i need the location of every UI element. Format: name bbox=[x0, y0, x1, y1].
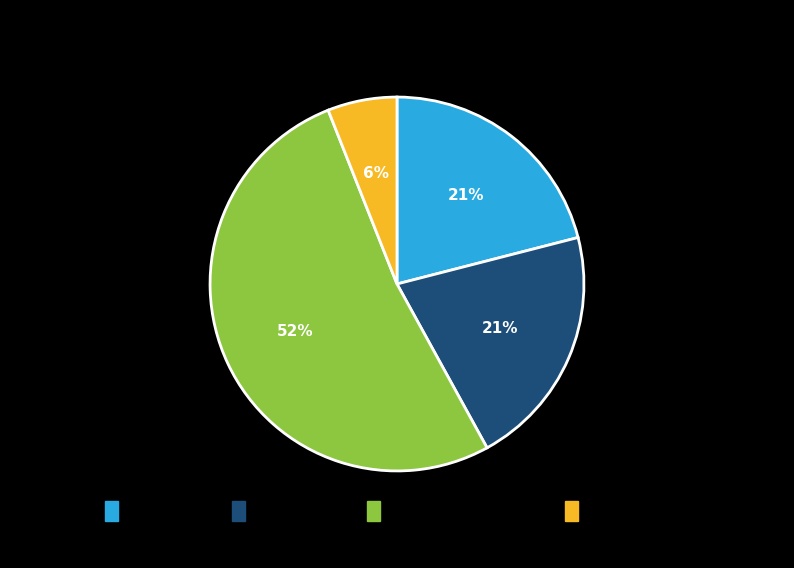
Text: 21%: 21% bbox=[482, 321, 518, 336]
Wedge shape bbox=[328, 97, 397, 284]
Text: 21%: 21% bbox=[448, 188, 484, 203]
Wedge shape bbox=[397, 237, 584, 448]
Wedge shape bbox=[210, 110, 487, 471]
Wedge shape bbox=[397, 97, 578, 284]
Text: 52%: 52% bbox=[277, 324, 314, 339]
Text: 6%: 6% bbox=[363, 166, 389, 181]
